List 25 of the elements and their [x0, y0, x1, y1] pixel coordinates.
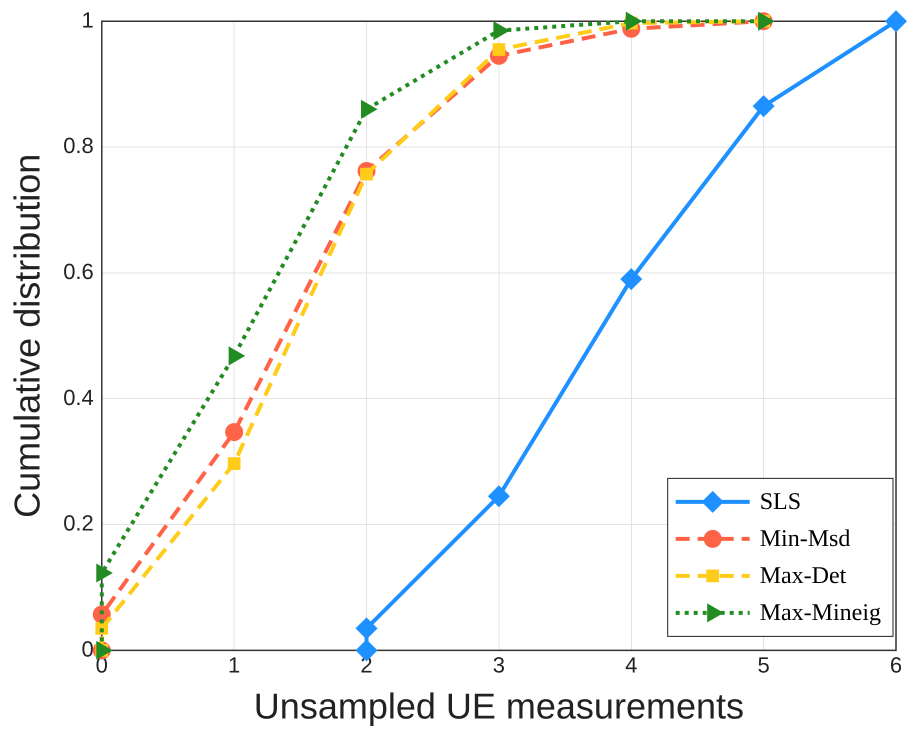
legend-label: SLS [760, 489, 802, 516]
x-tick-label: 1 [228, 652, 240, 678]
legend-label: Min-Msd [760, 526, 850, 552]
y-tick-label: 1 [82, 7, 94, 32]
point [356, 617, 378, 640]
x-tick-label: 5 [758, 652, 770, 678]
point [488, 485, 510, 508]
x-tick-label: 3 [492, 652, 506, 678]
point [752, 95, 775, 118]
y-tick-label: 0.8 [63, 133, 94, 158]
point [228, 457, 241, 470]
point [492, 43, 506, 56]
x-tick-label: 6 [890, 652, 902, 678]
y-tick-label: 0 [82, 636, 94, 662]
legend-label: Max-Mineig [760, 600, 881, 626]
y-tick-label: 0.4 [63, 384, 94, 410]
point [620, 268, 642, 290]
y-axis-title: Cumulative distribution [6, 154, 48, 518]
y-tick-label: 0.2 [63, 510, 94, 536]
x-axis-title: Unsampled UE measurements [254, 685, 744, 726]
y-tick-label: 0.6 [63, 258, 94, 284]
point [225, 423, 244, 442]
point [885, 10, 907, 32]
x-tick-label: 4 [625, 652, 638, 678]
legend-label: Max-Det [760, 563, 847, 590]
